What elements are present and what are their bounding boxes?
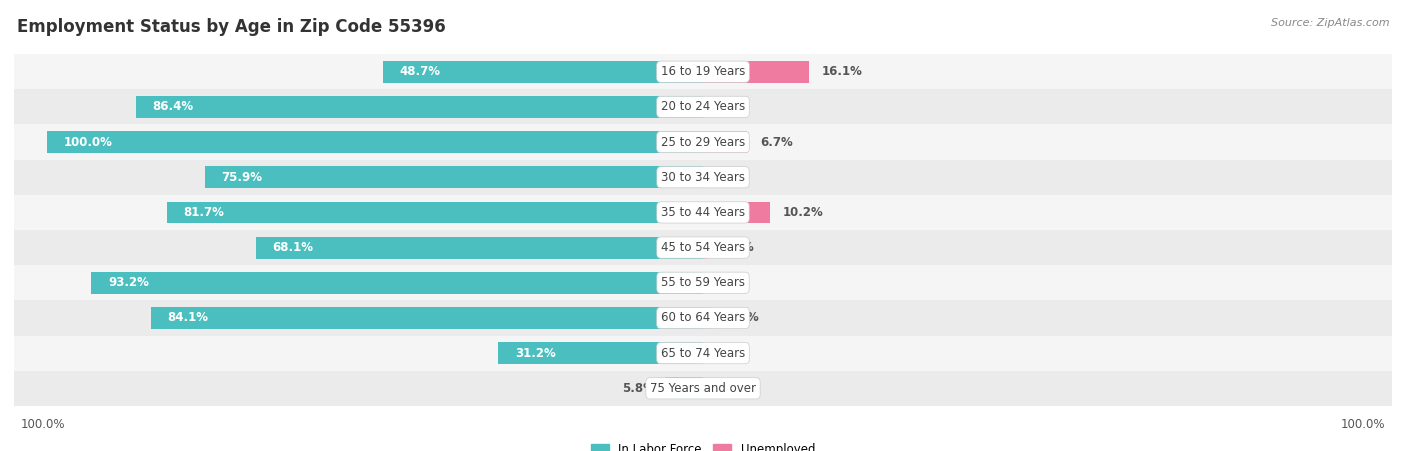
- Bar: [14, 124, 1392, 160]
- Text: 30 to 34 Years: 30 to 34 Years: [661, 171, 745, 184]
- Text: 0.0%: 0.0%: [716, 276, 749, 289]
- Bar: [14, 230, 1392, 265]
- Text: 55 to 59 Years: 55 to 59 Years: [661, 276, 745, 289]
- Bar: [205, 166, 703, 188]
- Bar: [14, 300, 1392, 336]
- Text: 68.1%: 68.1%: [273, 241, 314, 254]
- Bar: [703, 131, 747, 153]
- Text: 100.0%: 100.0%: [21, 418, 65, 431]
- Text: 0.0%: 0.0%: [716, 382, 749, 395]
- Bar: [46, 131, 703, 153]
- Text: 10.2%: 10.2%: [783, 206, 824, 219]
- Text: 60 to 64 Years: 60 to 64 Years: [661, 312, 745, 324]
- Text: Employment Status by Age in Zip Code 55396: Employment Status by Age in Zip Code 553…: [17, 18, 446, 36]
- Bar: [136, 96, 703, 118]
- Text: 75.9%: 75.9%: [221, 171, 263, 184]
- Text: 86.4%: 86.4%: [152, 101, 194, 113]
- Text: 0.0%: 0.0%: [716, 171, 749, 184]
- Text: 75 Years and over: 75 Years and over: [650, 382, 756, 395]
- Text: 84.1%: 84.1%: [167, 312, 208, 324]
- Bar: [703, 202, 770, 223]
- Bar: [384, 61, 703, 83]
- Bar: [256, 237, 703, 258]
- Text: Source: ZipAtlas.com: Source: ZipAtlas.com: [1271, 18, 1389, 28]
- Text: 48.7%: 48.7%: [399, 65, 441, 78]
- Text: 16.1%: 16.1%: [821, 65, 863, 78]
- Text: 20 to 24 Years: 20 to 24 Years: [661, 101, 745, 113]
- Bar: [498, 342, 703, 364]
- Bar: [14, 336, 1392, 371]
- Bar: [14, 89, 1392, 124]
- Text: 6.7%: 6.7%: [761, 136, 793, 148]
- Text: 31.2%: 31.2%: [515, 347, 555, 359]
- Bar: [14, 371, 1392, 406]
- Text: 65 to 74 Years: 65 to 74 Years: [661, 347, 745, 359]
- Text: 0.8%: 0.8%: [721, 241, 754, 254]
- Text: 16 to 19 Years: 16 to 19 Years: [661, 65, 745, 78]
- Text: 1.6%: 1.6%: [727, 312, 759, 324]
- Text: 0.0%: 0.0%: [716, 101, 749, 113]
- Text: 93.2%: 93.2%: [108, 276, 149, 289]
- Text: 0.0%: 0.0%: [716, 347, 749, 359]
- Text: 100.0%: 100.0%: [63, 136, 112, 148]
- Bar: [703, 307, 713, 329]
- Legend: In Labor Force, Unemployed: In Labor Force, Unemployed: [591, 443, 815, 451]
- Bar: [167, 202, 703, 223]
- Text: 25 to 29 Years: 25 to 29 Years: [661, 136, 745, 148]
- Text: 81.7%: 81.7%: [183, 206, 224, 219]
- Bar: [14, 195, 1392, 230]
- Bar: [152, 307, 703, 329]
- Bar: [91, 272, 703, 294]
- Text: 5.8%: 5.8%: [623, 382, 655, 395]
- Text: 100.0%: 100.0%: [1341, 418, 1385, 431]
- Bar: [703, 61, 808, 83]
- Bar: [14, 265, 1392, 300]
- Bar: [703, 237, 709, 258]
- Text: 35 to 44 Years: 35 to 44 Years: [661, 206, 745, 219]
- Bar: [14, 54, 1392, 89]
- Text: 45 to 54 Years: 45 to 54 Years: [661, 241, 745, 254]
- Bar: [665, 377, 703, 399]
- Bar: [14, 160, 1392, 195]
